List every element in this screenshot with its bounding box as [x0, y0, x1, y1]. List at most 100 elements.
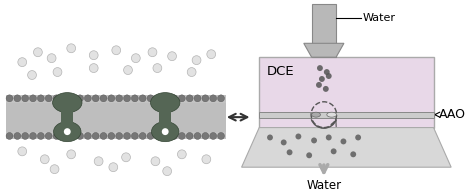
Bar: [259, 57, 433, 127]
Bar: [61, 106, 73, 128]
Circle shape: [306, 152, 312, 158]
Circle shape: [355, 134, 361, 140]
Circle shape: [210, 133, 217, 139]
Circle shape: [112, 46, 121, 55]
Circle shape: [350, 151, 356, 157]
Circle shape: [311, 138, 317, 143]
Circle shape: [109, 163, 118, 172]
Circle shape: [162, 128, 169, 135]
Circle shape: [194, 133, 201, 139]
Ellipse shape: [327, 112, 337, 117]
Circle shape: [131, 95, 138, 102]
Circle shape: [147, 95, 154, 102]
Circle shape: [147, 133, 154, 139]
Circle shape: [170, 133, 177, 139]
Circle shape: [170, 95, 177, 102]
Circle shape: [178, 133, 185, 139]
Circle shape: [177, 150, 186, 159]
Circle shape: [186, 133, 193, 139]
Circle shape: [22, 133, 29, 139]
Circle shape: [151, 157, 160, 166]
Circle shape: [18, 58, 26, 67]
Circle shape: [76, 95, 84, 102]
Bar: [160, 106, 171, 128]
Circle shape: [267, 134, 273, 140]
Circle shape: [124, 95, 130, 102]
Circle shape: [84, 133, 91, 139]
Circle shape: [69, 133, 76, 139]
Bar: [6, 95, 226, 139]
Circle shape: [186, 95, 193, 102]
Bar: [6, 103, 226, 132]
Circle shape: [64, 128, 71, 135]
Circle shape: [192, 56, 201, 65]
Text: DCE: DCE: [267, 65, 295, 78]
Circle shape: [155, 133, 162, 139]
Circle shape: [340, 139, 346, 144]
Circle shape: [14, 95, 21, 102]
Circle shape: [6, 95, 13, 102]
Circle shape: [139, 95, 146, 102]
Circle shape: [210, 95, 217, 102]
Circle shape: [155, 95, 162, 102]
Circle shape: [100, 133, 107, 139]
Circle shape: [153, 64, 162, 73]
Circle shape: [40, 155, 49, 164]
Circle shape: [116, 95, 123, 102]
Circle shape: [287, 149, 293, 155]
Circle shape: [30, 95, 36, 102]
Circle shape: [47, 54, 56, 63]
Circle shape: [148, 48, 157, 57]
Text: AAO: AAO: [434, 108, 466, 121]
Circle shape: [94, 157, 103, 166]
Circle shape: [69, 95, 76, 102]
Circle shape: [37, 133, 44, 139]
Circle shape: [281, 139, 287, 145]
Circle shape: [124, 66, 133, 74]
Ellipse shape: [152, 122, 179, 142]
Text: Water: Water: [306, 178, 341, 191]
Circle shape: [207, 50, 216, 59]
Circle shape: [131, 54, 140, 63]
Circle shape: [89, 51, 98, 60]
Circle shape: [28, 71, 36, 80]
Polygon shape: [304, 43, 344, 57]
Circle shape: [14, 133, 21, 139]
Text: Water: Water: [363, 13, 396, 23]
Circle shape: [194, 95, 201, 102]
Circle shape: [92, 95, 99, 102]
Circle shape: [30, 133, 36, 139]
Circle shape: [34, 48, 42, 57]
Circle shape: [50, 165, 59, 174]
Circle shape: [92, 133, 99, 139]
Ellipse shape: [151, 93, 180, 113]
Circle shape: [326, 134, 332, 140]
Circle shape: [218, 95, 225, 102]
Circle shape: [202, 95, 209, 102]
Circle shape: [22, 95, 29, 102]
Circle shape: [124, 133, 130, 139]
Circle shape: [163, 95, 169, 102]
Circle shape: [76, 133, 84, 139]
Circle shape: [84, 95, 91, 102]
Circle shape: [319, 76, 325, 82]
Bar: [259, 112, 433, 118]
Circle shape: [139, 133, 146, 139]
Circle shape: [53, 68, 62, 76]
Polygon shape: [242, 127, 451, 167]
Ellipse shape: [54, 122, 81, 142]
Circle shape: [45, 133, 52, 139]
Circle shape: [316, 82, 322, 88]
Circle shape: [6, 133, 13, 139]
Circle shape: [89, 64, 98, 73]
Circle shape: [108, 95, 115, 102]
Circle shape: [202, 133, 209, 139]
Circle shape: [295, 133, 301, 139]
Circle shape: [202, 155, 211, 164]
Circle shape: [187, 68, 196, 76]
Ellipse shape: [52, 93, 82, 113]
Circle shape: [168, 52, 177, 61]
Circle shape: [53, 95, 60, 102]
Circle shape: [163, 133, 169, 139]
Circle shape: [61, 95, 68, 102]
